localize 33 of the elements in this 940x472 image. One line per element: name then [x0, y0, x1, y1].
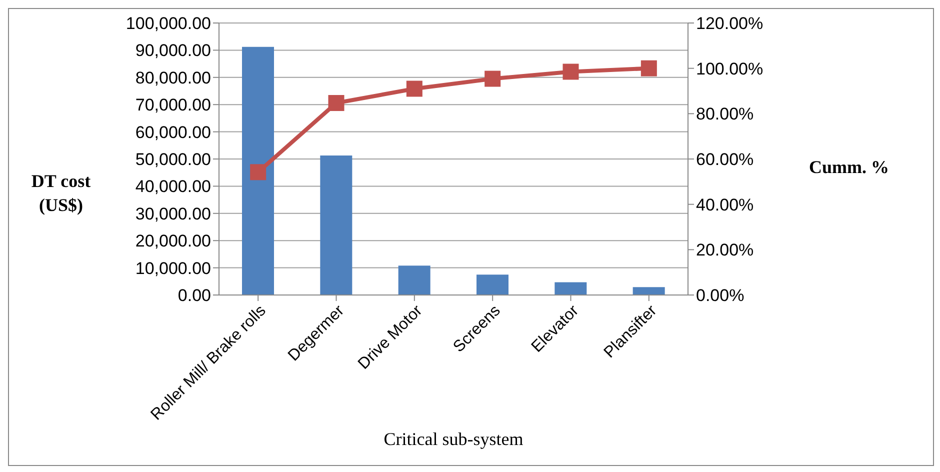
point [250, 164, 266, 180]
bar [398, 266, 430, 295]
bar [554, 282, 587, 295]
bar [320, 155, 352, 295]
y2-tick-label: 40.00% [696, 195, 754, 214]
y2-tick-label: 80.00% [696, 104, 754, 124]
y-tick-label: 80,000.00 [135, 68, 211, 88]
y-tick-label: 0.00 [178, 286, 211, 306]
y-tick-label: 30,000.00 [135, 204, 211, 224]
y2-axis-title: Cumm. % [809, 157, 889, 178]
point [562, 64, 579, 80]
y2-tick-label: 120.00% [696, 14, 764, 34]
y-tick-label: 60,000.00 [135, 122, 211, 142]
y-tick-label: 20,000.00 [135, 232, 211, 251]
y-tick-label: 70,000.00 [135, 96, 211, 115]
y-tick-label: 10,000.00 [135, 258, 211, 278]
y-tick-label: 100,000.00 [126, 14, 211, 34]
point [406, 80, 422, 97]
y-axis-title: DT cost (US$) [30, 170, 92, 217]
point [484, 70, 501, 87]
bar [476, 274, 508, 295]
y-tick-label: 50,000.00 [135, 150, 211, 170]
y-tick-label: 90,000.00 [135, 41, 211, 60]
y2-tick-label: 60.00% [696, 150, 754, 170]
point [328, 95, 344, 112]
bar [632, 287, 665, 295]
y2-tick-label: 20.00% [696, 240, 754, 260]
x-axis-title: Critical sub-system [384, 429, 524, 449]
bar [242, 46, 274, 295]
y-tick-label: 40,000.00 [135, 177, 211, 196]
y2-tick-label: 0.00% [696, 286, 744, 306]
y2-tick-label: 100.00% [696, 59, 764, 78]
point [640, 60, 657, 76]
